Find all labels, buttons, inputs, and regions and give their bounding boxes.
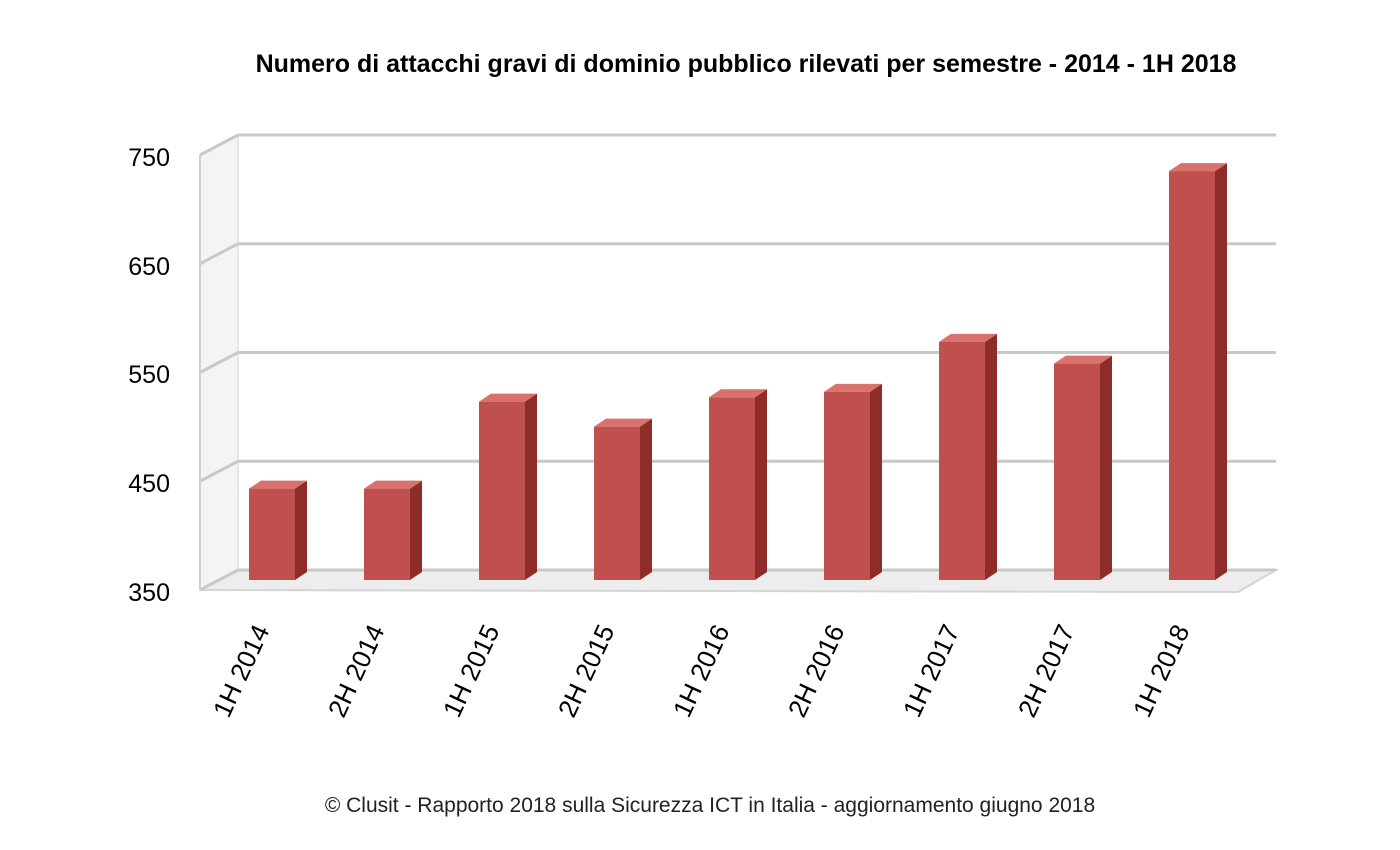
y-tick-label: 550 <box>128 361 170 389</box>
x-tick-label: 1H 2014 <box>207 620 276 722</box>
bar-front <box>824 391 870 580</box>
bar-top <box>364 480 422 489</box>
gridline-diagonal <box>199 459 239 483</box>
bar <box>594 418 652 580</box>
bar-top <box>1054 355 1112 364</box>
copyright-caption: © Clusit - Rapporto 2018 sulla Sicurezza… <box>325 794 1095 817</box>
bar-front <box>479 401 525 580</box>
bar-front <box>939 341 985 580</box>
bar-top <box>824 383 882 392</box>
bar-side <box>295 480 307 580</box>
bar-front <box>1169 171 1215 580</box>
bar-front <box>594 426 640 580</box>
gridline-diagonal <box>199 351 239 374</box>
bar <box>1169 163 1227 580</box>
x-tick-label: 1H 2016 <box>667 620 736 722</box>
x-tick-label: 1H 2015 <box>437 620 506 722</box>
bar <box>479 393 537 580</box>
gridlines <box>199 133 1280 594</box>
bar-side <box>755 389 767 580</box>
bar-top <box>249 480 307 489</box>
gridline-diagonal <box>199 133 239 157</box>
y-tick-label: 750 <box>128 144 170 172</box>
bar <box>1054 355 1112 580</box>
gridline-diagonal <box>199 242 239 266</box>
bar-front <box>1054 363 1100 580</box>
bars <box>249 163 1227 580</box>
bar-side <box>640 418 652 580</box>
bar-top <box>1169 163 1227 172</box>
bar-top <box>709 389 767 398</box>
y-tick-label: 350 <box>128 579 170 607</box>
x-tick-label: 1H 2018 <box>1127 620 1196 722</box>
bar-top <box>479 393 537 402</box>
y-tick-label: 650 <box>128 253 170 281</box>
bar-side <box>870 383 882 580</box>
bar-side <box>1100 355 1112 580</box>
bar <box>364 480 422 580</box>
bar-side <box>525 393 537 580</box>
x-tick-label: 2H 2015 <box>552 620 621 722</box>
x-tick-label: 1H 2017 <box>897 620 966 722</box>
bar-front <box>709 397 755 580</box>
bar <box>939 333 997 580</box>
bar <box>709 389 767 580</box>
bar-front <box>364 488 410 580</box>
y-axis-ticks: 750 650 550 450 350 <box>128 144 170 607</box>
bar-side <box>985 333 997 580</box>
x-tick-label: 2H 2016 <box>782 620 851 722</box>
bar <box>824 383 882 580</box>
x-tick-label: 2H 2017 <box>1012 620 1081 722</box>
y-tick-label: 450 <box>128 470 170 498</box>
chart-title: Numero di attacchi gravi di dominio pubb… <box>256 50 1237 78</box>
bar-front <box>249 488 295 580</box>
bar-side <box>1215 163 1227 580</box>
gridline-diagonal <box>199 568 239 592</box>
bar-side <box>410 480 422 580</box>
x-tick-label: 2H 2014 <box>322 620 391 722</box>
bar-top <box>939 333 997 342</box>
bar-top <box>594 418 652 427</box>
bar <box>249 480 307 580</box>
x-axis-ticks: 1H 2014 2H 2014 1H 2015 2H 2015 1H 2016 … <box>207 620 1196 722</box>
